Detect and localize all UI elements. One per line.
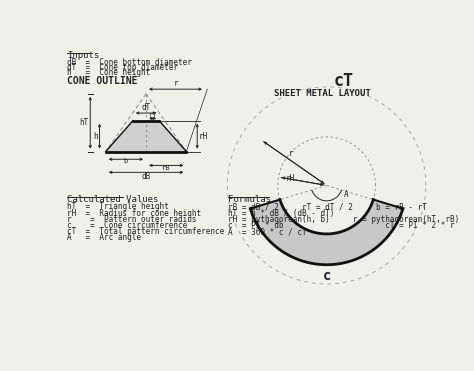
Text: rH: rH — [199, 132, 208, 141]
Text: cT: cT — [334, 72, 354, 91]
Text: b: b — [124, 158, 128, 164]
Text: dB: dB — [141, 171, 151, 181]
Text: rB = dB / 2     rT = dT / 2     b = rB - rT: rB = dB / 2 rT = dT / 2 b = rB - rT — [228, 202, 427, 211]
Text: c    =  Cone circumference: c = Cone circumference — [67, 221, 187, 230]
Text: Inputs: Inputs — [67, 52, 99, 60]
Text: rT: rT — [148, 112, 157, 118]
Text: dT: dT — [141, 102, 151, 112]
Text: A   =  Arc angle: A = Arc angle — [67, 233, 141, 242]
Text: r    =  Pattern outer radius: r = Pattern outer radius — [67, 215, 197, 224]
Text: h   =  Cone height: h = Cone height — [67, 68, 150, 78]
Text: hT = h * dB / (dB - dT): hT = h * dB / (dB - dT) — [228, 209, 335, 217]
Text: h: h — [93, 132, 98, 141]
Text: dT  =  Cone top diameter: dT = Cone top diameter — [67, 63, 178, 72]
Text: c: c — [322, 269, 331, 283]
Text: rH  =  Radius for cone height: rH = Radius for cone height — [67, 209, 201, 217]
Text: cT  =  Total pattern circumference: cT = Total pattern circumference — [67, 227, 224, 236]
Text: CONE OUTLINE: CONE OUTLINE — [67, 76, 137, 86]
Text: dB  =  Cone bottom diameter: dB = Cone bottom diameter — [67, 58, 192, 67]
Text: rH: rH — [285, 174, 295, 183]
Polygon shape — [250, 200, 403, 265]
Text: rH = pythagorean(h, b)     r = pythagorean(hT, rB): rH = pythagorean(h, b) r = pythagorean(h… — [228, 215, 459, 224]
Text: Formulas: Formulas — [228, 196, 271, 204]
Text: r: r — [173, 79, 178, 88]
Polygon shape — [106, 121, 186, 151]
Text: A  = 360 * c / cT: A = 360 * c / cT — [228, 227, 307, 236]
Text: r: r — [289, 149, 293, 158]
Text: rB: rB — [162, 165, 171, 171]
Text: SHEET METAL LAYOUT: SHEET METAL LAYOUT — [274, 89, 371, 98]
Text: A: A — [344, 190, 348, 199]
Text: c  = PI * db                      cT = PI * 2 * r: c = PI * db cT = PI * 2 * r — [228, 221, 455, 230]
Text: hT: hT — [80, 118, 89, 127]
Text: Calculated Values: Calculated Values — [67, 196, 158, 204]
Text: hT  =  Triangle height: hT = Triangle height — [67, 202, 169, 211]
